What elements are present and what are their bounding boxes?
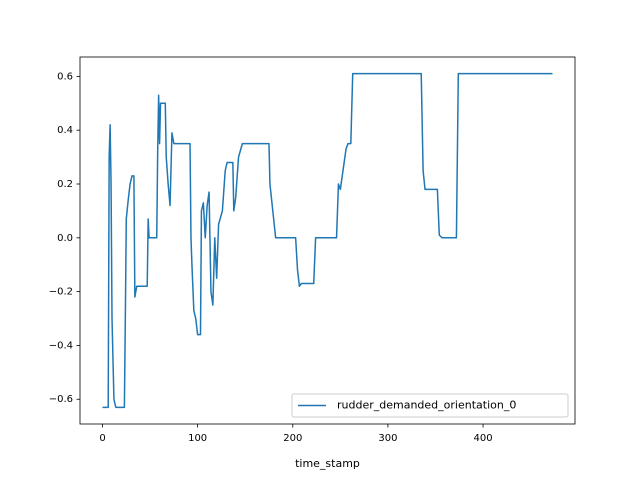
y-tick-label: 0.0 xyxy=(57,233,73,244)
y-tick-label: −0.4 xyxy=(49,340,73,351)
x-tick-label: 400 xyxy=(474,433,493,444)
legend-box xyxy=(291,393,569,418)
x-axis-label: time_stamp xyxy=(295,457,360,470)
x-tick-label: 0 xyxy=(99,433,105,444)
x-tick-label: 100 xyxy=(188,433,207,444)
y-tick-label: 0.2 xyxy=(57,179,73,190)
y-tick-label: 0.4 xyxy=(57,125,73,136)
y-tick-label: 0.6 xyxy=(57,71,73,82)
legend: rudder_demanded_orientation_0 xyxy=(291,393,569,418)
x-tick-label: 300 xyxy=(378,433,397,444)
legend-label: rudder_demanded_orientation_0 xyxy=(337,399,516,412)
series-line xyxy=(102,72,553,409)
y-tick-label: −0.6 xyxy=(49,394,73,405)
x-tick-label: 200 xyxy=(283,433,302,444)
y-tick-label: −0.2 xyxy=(49,287,73,298)
axes-frame xyxy=(79,56,576,425)
